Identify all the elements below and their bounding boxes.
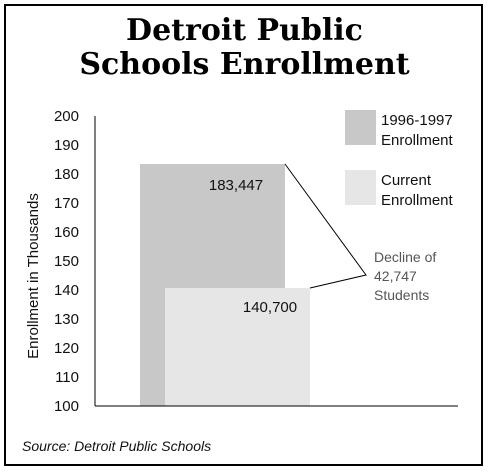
y-tick-label: 150 — [54, 253, 79, 270]
y-tick-label: 130 — [54, 311, 79, 328]
source-note: Source: Detroit Public Schools — [22, 438, 212, 454]
data-label-previous-enrollment: 183,447 — [209, 177, 263, 194]
y-tick-label: 110 — [55, 369, 79, 386]
decline-annotation-text: Students — [374, 287, 429, 303]
legend-swatch-previous — [345, 110, 376, 145]
decline-annotation-text: Decline of — [374, 249, 436, 265]
y-tick-label: 190 — [54, 137, 79, 154]
chart-title: Detroit Public Schools Enrollment — [79, 13, 410, 82]
y-tick-label: 200 — [54, 108, 79, 125]
data-label-current-enrollment: 140,700 — [243, 299, 297, 316]
legend-swatch-current — [345, 170, 376, 205]
y-tick-label: 140 — [54, 282, 79, 299]
bar-current-enrollment — [165, 287, 310, 406]
y-tick-label: 160 — [54, 224, 79, 241]
decline-connector — [284, 163, 367, 289]
y-tick-label: 120 — [54, 340, 79, 357]
legend-label: Enrollment — [381, 192, 454, 209]
y-tick-label: 100 — [54, 398, 79, 415]
y-tick-label: 180 — [54, 166, 79, 183]
legend-label: Enrollment — [381, 132, 454, 149]
y-axis-label: Enrollment in Thousands — [25, 193, 42, 359]
legend-label: 1996-1997 — [381, 112, 453, 129]
decline-annotation-text: 42,747 — [374, 268, 417, 284]
legend-label: Current — [381, 172, 432, 189]
y-tick-label: 170 — [54, 195, 79, 212]
